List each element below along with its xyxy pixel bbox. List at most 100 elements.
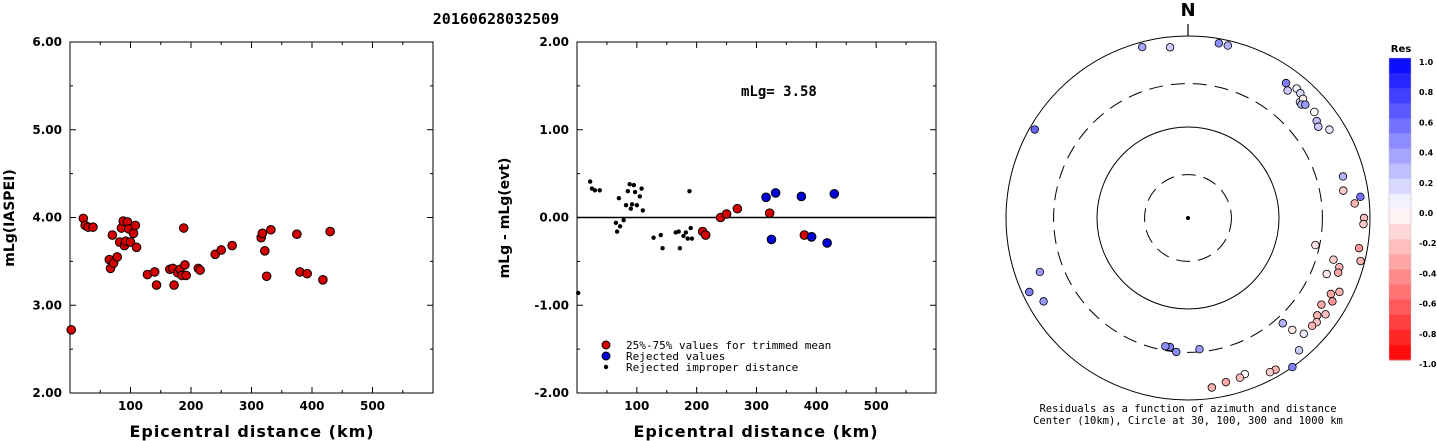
plot2-points	[575, 179, 840, 296]
colorbar-cell	[1389, 118, 1411, 134]
station-marker	[1314, 122, 1323, 131]
data-point	[216, 245, 227, 255]
data-point-improper	[627, 181, 632, 187]
y-tick-label: 5.00	[32, 123, 62, 137]
station-marker	[1317, 300, 1326, 309]
colorbar-cell	[1389, 224, 1411, 240]
ring-1000km	[1005, 35, 1371, 401]
station-marker	[1307, 321, 1317, 331]
station-marker	[1214, 39, 1224, 48]
colorbar-cell	[1389, 344, 1411, 361]
x-tick-label: 500	[360, 399, 385, 413]
legend-blue-marker	[601, 351, 611, 361]
data-point	[266, 224, 276, 235]
data-point-improper	[597, 188, 602, 193]
data-point-improper	[614, 229, 620, 234]
map-subcaption: Center (10km), Circle at 30, 100, 300 an…	[1033, 415, 1343, 427]
station-marker	[1195, 344, 1204, 354]
north-label: N	[1180, 0, 1195, 21]
data-point-rejected	[761, 192, 771, 203]
data-point	[107, 230, 118, 240]
station-marker	[1333, 268, 1343, 277]
data-point	[112, 252, 122, 262]
data-point-improper	[639, 186, 644, 191]
colorbar-cell	[1389, 103, 1411, 119]
station-marker	[1310, 107, 1319, 117]
ring-30km	[1144, 174, 1232, 262]
y-tick-label: 1.00	[539, 123, 569, 137]
data-point-improper	[613, 220, 619, 225]
data-point	[721, 209, 732, 219]
station-marker	[1329, 255, 1338, 264]
data-point-improper	[617, 224, 623, 229]
station-marker	[1165, 43, 1175, 52]
station-marker	[1325, 125, 1334, 134]
data-point	[180, 260, 190, 270]
x-tick-label: 400	[299, 399, 324, 413]
colorbar-cell	[1389, 163, 1411, 180]
data-point-rejected	[806, 232, 817, 242]
colorbar-cell	[1389, 209, 1411, 225]
data-point-improper	[676, 229, 681, 234]
data-point	[181, 270, 191, 281]
data-point-improper	[629, 202, 635, 207]
station-marker	[1294, 346, 1304, 355]
legend: 25%-75% values for trimmed mean Rejected…	[601, 339, 831, 374]
data-point-improper	[687, 188, 692, 194]
colorbar-cell	[1389, 299, 1411, 316]
plot1-xlabel: Epicentral distance (km)	[129, 422, 374, 441]
data-point	[292, 229, 302, 239]
distance-rings	[1005, 35, 1371, 401]
station-marker	[1030, 125, 1039, 134]
data-point	[66, 325, 77, 335]
colorbar-tick-label: -0.8	[1419, 330, 1437, 339]
colorbar-cell	[1389, 254, 1411, 270]
y-tick-label: 2.00	[539, 35, 569, 49]
residual-distance-plot: 100 200 300 400 500 -2.00 -1.00 0.00 1.00 2.00 mL…	[497, 35, 937, 441]
residual-colorbar: Res 1.0 0.8 0.6 0.4 0.2 0.0 -0.2 -0.4 -0.6 -0.8 -1…	[1388, 44, 1437, 369]
station-marker	[1283, 86, 1292, 95]
colorbar-cell	[1389, 88, 1411, 104]
colorbar-tick-label: -0.2	[1419, 239, 1437, 248]
station-marker	[1338, 172, 1348, 181]
colorbar-title: Res	[1391, 44, 1411, 55]
data-point-improper	[688, 225, 693, 231]
colorbar-cell	[1389, 314, 1411, 331]
data-point-rejected	[766, 234, 777, 245]
plot2-xlabel: Epicentral distance (km)	[633, 422, 878, 441]
station-marker	[1207, 383, 1217, 392]
station-marker	[1035, 267, 1045, 277]
epicenter-dot	[1186, 216, 1190, 220]
station-marker	[1221, 377, 1231, 387]
station-marker	[1350, 199, 1359, 208]
x-tick-label: 200	[178, 399, 203, 413]
data-point-improper	[683, 230, 689, 235]
y-tick-label: -1.00	[534, 298, 569, 312]
data-point	[195, 265, 205, 275]
station-marker	[1288, 325, 1297, 335]
legend-item-rejected-values: Rejected values	[626, 350, 725, 363]
colorbar-tick-label: 1.0	[1419, 58, 1434, 67]
ring-300km	[1053, 83, 1323, 353]
legend-item-trimmed-mean: 25%-75% values for trimmed mean	[626, 339, 831, 352]
data-point	[261, 271, 272, 282]
data-point	[302, 268, 312, 279]
data-point	[260, 246, 270, 256]
colorbar-tick-label: 0.0	[1419, 209, 1434, 218]
data-point	[128, 228, 139, 239]
station-marker	[1356, 192, 1365, 202]
data-point-improper	[677, 246, 683, 251]
colorbar-cell	[1389, 148, 1411, 165]
data-point-improper	[587, 179, 593, 184]
data-point-improper	[632, 189, 638, 195]
data-point-improper	[681, 233, 686, 239]
y-tick-label: 6.00	[32, 35, 62, 49]
colorbar-tick-label: 0.4	[1419, 149, 1434, 158]
data-point-improper	[631, 182, 637, 188]
data-point-improper	[637, 194, 643, 199]
data-point-improper	[623, 203, 629, 208]
colorbar-cell	[1389, 329, 1411, 346]
data-point-improper	[634, 203, 640, 208]
colorbar-cell	[1389, 284, 1411, 301]
